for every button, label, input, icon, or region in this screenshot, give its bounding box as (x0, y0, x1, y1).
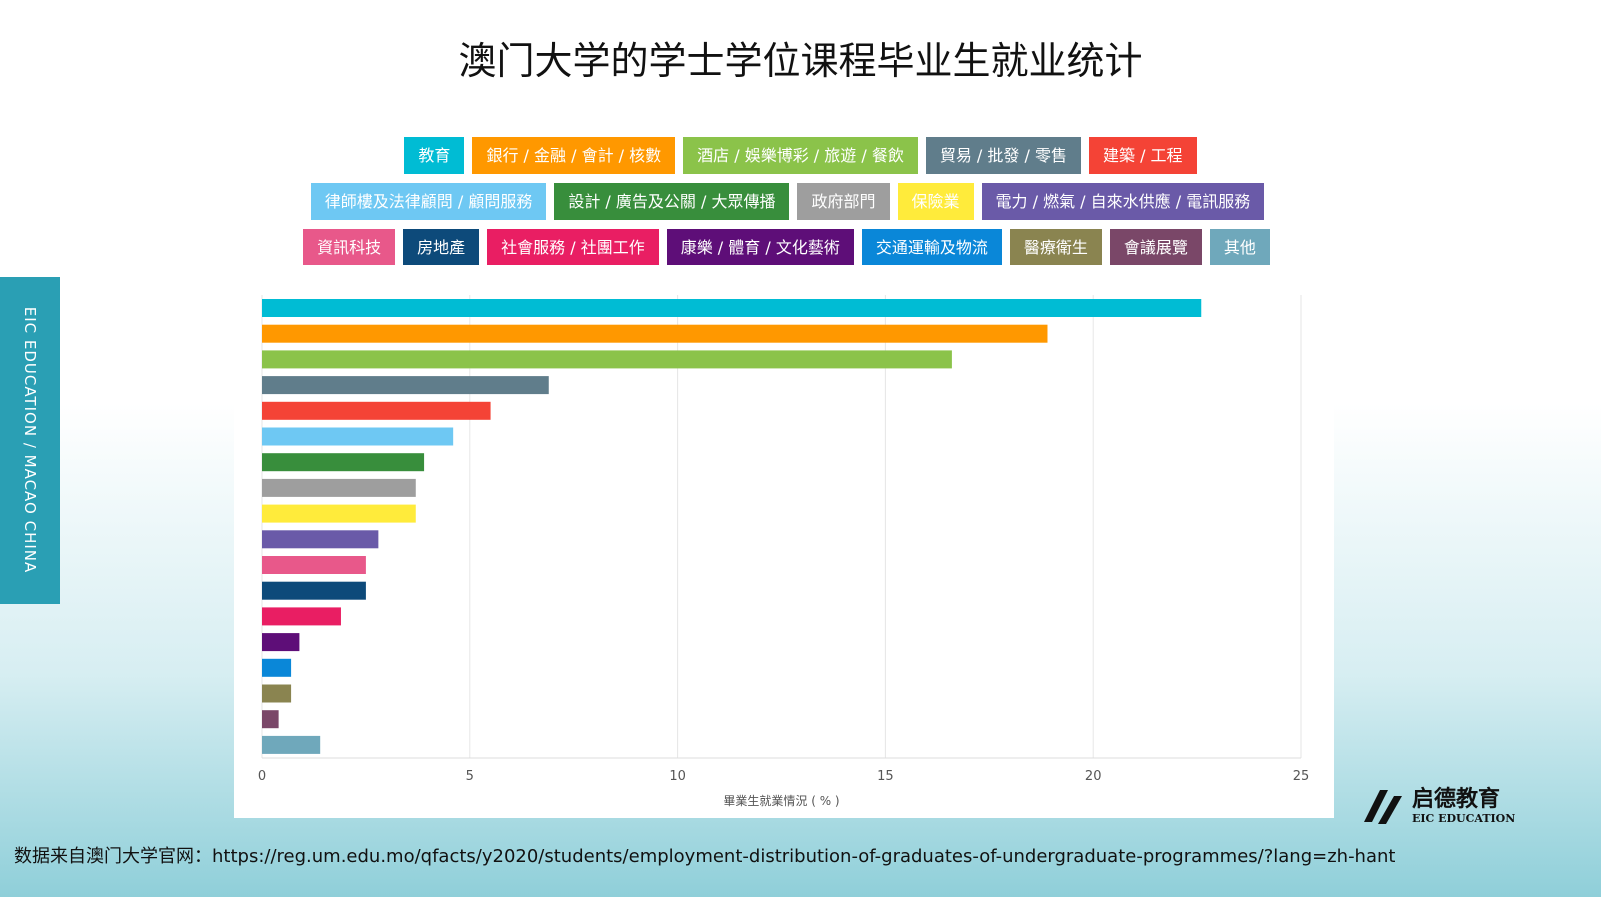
legend-item: 交通運輸及物流 (861, 229, 1002, 266)
bar-10 (262, 556, 366, 574)
x-tick-label: 20 (1085, 769, 1102, 784)
legend-item: 房地產 (403, 229, 480, 266)
x-tick-label: 0 (258, 769, 266, 784)
logo-en: EIC EDUCATION (1412, 811, 1516, 825)
legend-item: 會議展覽 (1109, 229, 1202, 266)
bar-15 (262, 684, 292, 703)
bar-16 (262, 710, 279, 729)
side-tab: EIC EDUCATION / MACAO CHINA (0, 277, 60, 604)
bar-14 (262, 658, 292, 677)
legend-row: 教育 銀行 / 金融 / 會計 / 核數 酒店 / 娛樂博彩 / 旅遊 / 餐飲 貿易… (0, 137, 1601, 174)
legend-item: 醫療衛生 (1009, 229, 1102, 266)
legend-item: 資訊科技 (303, 229, 396, 266)
bar-12 (262, 607, 341, 626)
x-tick-label: 10 (669, 769, 686, 784)
legend-item: 貿易 / 批發 / 零售 (925, 137, 1081, 174)
side-label: EIC EDUCATION / MACAO CHINA (21, 306, 39, 574)
chart-panel: 0 5 10 15 20 25 畢業生就業情況 ( % ) (234, 265, 1334, 818)
logo-icon (1364, 790, 1402, 824)
legend-item: 電力 / 燃氣 / 自來水供應 / 電訊服務 (981, 183, 1265, 220)
legend-row: 律師樓及法律顧問 / 顧問服務 設計 / 廣告及公關 / 大眾傳播 政府部門 保險業電… (0, 183, 1601, 220)
bar-9 (262, 530, 379, 549)
bar-7 (262, 478, 416, 497)
legend-item: 社會服務 / 社團工作 (487, 229, 659, 266)
bar-11 (262, 581, 366, 600)
bar-chart: 0 5 10 15 20 25 畢業生就業情況 ( % ) (258, 295, 1310, 808)
page-title: 澳门大学的学士学位课程毕业生就业统计 (458, 39, 1143, 83)
logo: 启德教育 EIC EDUCATION (1358, 782, 1515, 830)
logo-cn: 启德教育 (1412, 786, 1501, 812)
legend-item: 康樂 / 體育 / 文化藝術 (666, 229, 854, 266)
legend-item: 其他 (1209, 229, 1270, 266)
legend-item: 建築 / 工程 (1088, 137, 1197, 174)
bar-2 (262, 350, 952, 369)
x-tick-label: 15 (877, 769, 894, 784)
legend-item: 保險業 (897, 183, 974, 220)
legend-item: 銀行 / 金融 / 會計 / 核數 (472, 137, 676, 174)
legend-row: 資訊科技 房地產 社會服務 / 社團工作 康樂 / 體育 / 文化藝術 交通運輸及物流醫… (0, 229, 1601, 266)
x-axis-label: 畢業生就業情況 ( % ) (723, 793, 839, 808)
legend-item: 教育 (404, 137, 465, 174)
bar-4 (262, 401, 491, 420)
bar-3 (262, 376, 549, 395)
source-note: 数据来自澳门大学官网：https://reg.um.edu.mo/qfacts/… (14, 846, 1396, 867)
legend-item: 設計 / 廣告及公關 / 大眾傳播 (554, 183, 790, 220)
bar-8 (262, 504, 416, 523)
bar-0 (262, 299, 1202, 317)
legend-item: 政府部門 (797, 183, 890, 220)
legend-item: 酒店 / 娛樂博彩 / 旅遊 / 餐飲 (683, 137, 918, 174)
x-tick-label: 25 (1293, 769, 1310, 784)
bar-13 (262, 633, 300, 652)
bar-17 (262, 735, 321, 754)
bar-5 (262, 427, 454, 446)
x-tick-label: 5 (466, 769, 474, 784)
legend-item: 律師樓及法律顧問 / 顧問服務 (310, 183, 547, 220)
bar-6 (262, 453, 425, 472)
legend: 教育 銀行 / 金融 / 會計 / 核數 酒店 / 娛樂博彩 / 旅遊 / 餐飲 貿易… (0, 137, 1601, 275)
bar-1 (262, 324, 1048, 343)
